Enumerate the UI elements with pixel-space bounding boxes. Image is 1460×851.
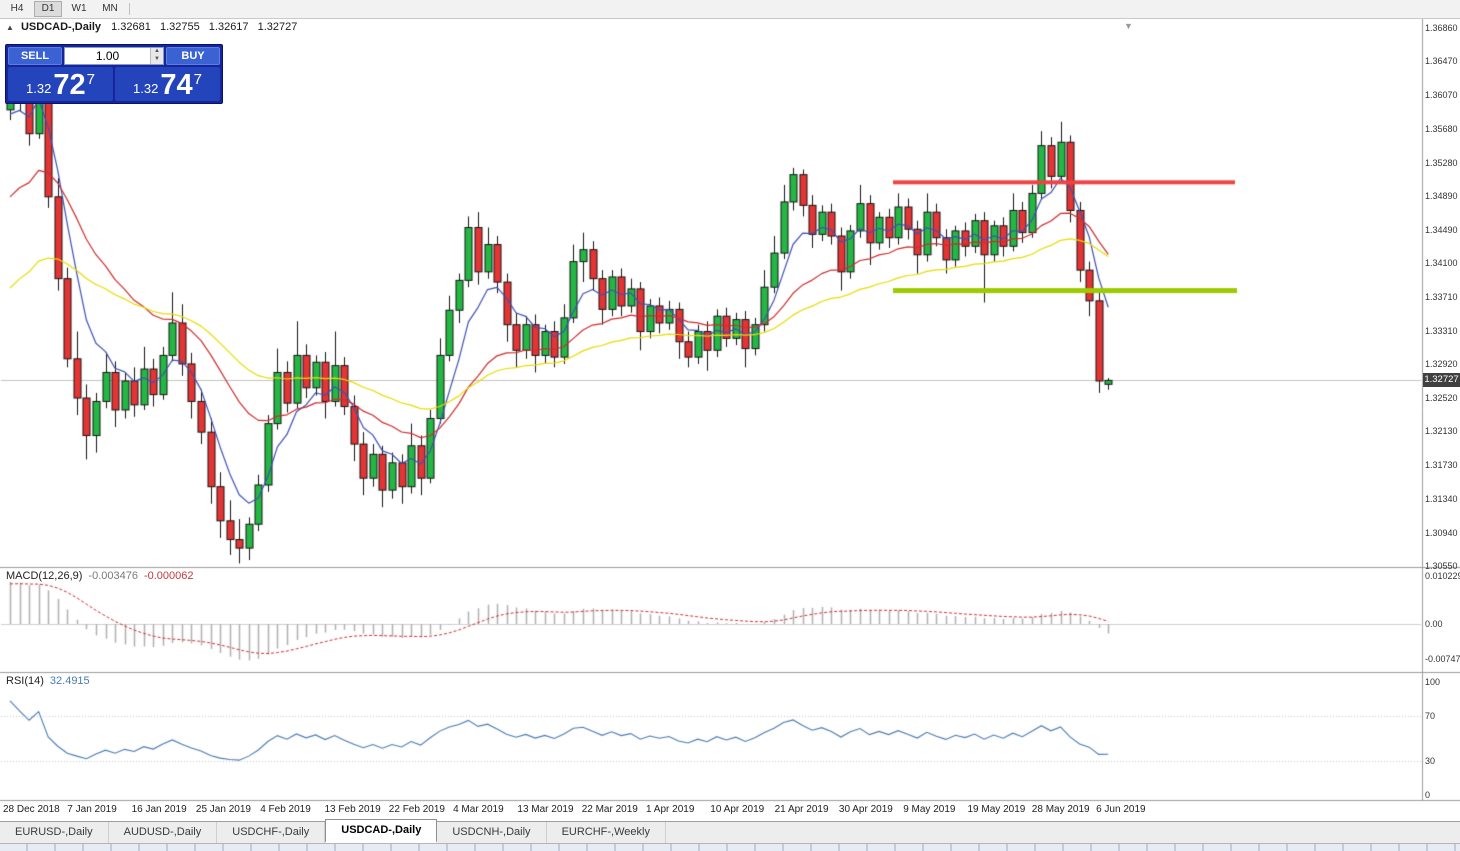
volume-up-icon[interactable]: ▲ — [150, 48, 163, 56]
macd-axis-label: 0.00 — [1425, 619, 1443, 629]
price-axis-label: 1.30550 — [1425, 561, 1458, 571]
price-axis-label: 1.31340 — [1425, 493, 1458, 504]
period-button-h4[interactable]: H4 — [10, 3, 24, 14]
chart-tab[interactable]: EURUSD-,Daily — [0, 822, 109, 843]
buy-price-prefix: 1.32 — [133, 81, 159, 96]
chart-title: ▲ USDCAD-,Daily 1.32681 1.32755 1.32617 … — [6, 21, 303, 33]
date-label: 30 Apr 2019 — [838, 804, 893, 815]
chart-tab-bar: EURUSD-,Daily AUDUSD-,Daily USDCHF-,Daily U… — [0, 819, 1460, 843]
price-axis-label: 1.34890 — [1425, 190, 1458, 201]
date-label: 22 Feb 2019 — [388, 804, 445, 815]
volume-down-icon[interactable]: ▼ — [150, 56, 163, 64]
date-label: 22 Mar 2019 — [581, 804, 638, 815]
date-label: 4 Mar 2019 — [453, 804, 504, 815]
sell-price-prefix: 1.32 — [26, 81, 52, 96]
chart-tab[interactable]: EURCHF-,Weekly — [547, 822, 666, 843]
buy-price-big: 74 — [160, 69, 193, 101]
date-label: 16 Jan 2019 — [131, 804, 187, 815]
period-button-d1[interactable]: D1 — [34, 1, 62, 17]
date-label: 28 Dec 2018 — [3, 804, 60, 815]
date-label: 19 May 2019 — [967, 804, 1026, 815]
sell-price-tile[interactable]: 1.32 72 7 — [8, 67, 113, 101]
chart-shift-marker-icon: ▼ — [1124, 21, 1133, 31]
period-button-mn[interactable]: MN — [102, 3, 118, 14]
price-axis-label: 1.33310 — [1425, 325, 1458, 336]
price-axis-label: 1.36070 — [1425, 90, 1458, 101]
rsi-axis-label: 0 — [1425, 790, 1431, 800]
chart-tab[interactable]: USDCAD-,Daily — [325, 819, 438, 843]
price-axis-label: 1.35280 — [1425, 157, 1458, 168]
rsi-label: RSI(14) 32.4915 — [6, 675, 90, 687]
macd-title: MACD(12,26,9) — [6, 570, 83, 582]
chart-title-symbol: USDCAD-,Daily — [20, 21, 102, 33]
price-axis-label: 1.34100 — [1425, 258, 1458, 269]
taskbar-strip — [0, 843, 1460, 851]
one-click-trading-panel: SELL 1.00 ▲ ▼ BUY 1.32 72 7 1.32 74 7 — [5, 44, 223, 104]
volume-spinner[interactable]: ▲ ▼ — [150, 48, 163, 64]
price-axis-label: 1.34490 — [1425, 225, 1458, 236]
date-label: 10 Apr 2019 — [710, 804, 765, 815]
period-toolbar: H4 D1 W1 MN — [0, 0, 1460, 19]
date-label: 9 May 2019 — [903, 804, 956, 815]
buy-price-sup: 7 — [193, 71, 202, 88]
volume-value[interactable]: 1.00 — [95, 49, 120, 63]
macd-label: MACD(12,26,9) -0.003476 -0.000062 — [6, 570, 194, 582]
sell-price-sup: 7 — [86, 71, 95, 88]
macd-axis-label: -0.00747 — [1425, 654, 1460, 665]
price-axis-label: 1.33710 — [1425, 291, 1458, 302]
rsi-axis-label: 100 — [1425, 677, 1441, 687]
date-label: 7 Jan 2019 — [67, 804, 117, 815]
price-axis-label: 1.32920 — [1425, 358, 1458, 369]
current-price-badge: 1.32727 — [1423, 373, 1460, 387]
date-label: 25 Jan 2019 — [195, 804, 251, 815]
rsi-title: RSI(14) — [6, 675, 44, 687]
chart-tab[interactable]: USDCHF-,Daily — [217, 822, 326, 843]
ohlc-close: 1.32727 — [257, 21, 298, 33]
macd-axis-label: 0.010229 — [1425, 570, 1460, 581]
price-axis-label: 1.30940 — [1425, 527, 1458, 538]
one-click-collapse-icon[interactable]: ▲ — [6, 23, 14, 32]
toolbar-separator — [129, 3, 130, 15]
chart-tab[interactable]: AUDUSD-,Daily — [109, 822, 218, 843]
macd-signal-value: -0.000062 — [143, 570, 194, 582]
date-label: 21 Apr 2019 — [774, 804, 829, 815]
price-axis-label: 1.36470 — [1425, 56, 1458, 67]
date-label: 13 Feb 2019 — [324, 804, 381, 815]
chart-tab[interactable]: USDCNH-,Daily — [437, 822, 547, 843]
date-axis[interactable]: 28 Dec 2018 7 Jan 2019 16 Jan 2019 25 Jan 2… — [0, 802, 1422, 819]
ohlc-low: 1.32617 — [208, 21, 249, 33]
price-axis-label: 1.32130 — [1425, 426, 1458, 437]
price-axis-label: 1.36860 — [1425, 23, 1458, 33]
volume-input[interactable]: 1.00 ▲ ▼ — [64, 47, 164, 65]
rsi-axis-label: 30 — [1425, 756, 1436, 767]
macd-main-value: -0.003476 — [88, 570, 138, 582]
rsi-axis-label: 70 — [1425, 710, 1436, 721]
date-label: 28 May 2019 — [1031, 804, 1090, 815]
date-label: 1 Apr 2019 — [646, 804, 695, 815]
date-label: 4 Feb 2019 — [260, 804, 311, 815]
price-scale[interactable]: 1.36860 1.36470 1.36070 1.35680 1.35280 1.348… — [1423, 0, 1460, 851]
ohlc-high: 1.32755 — [159, 21, 200, 33]
buy-button[interactable]: BUY — [166, 47, 220, 65]
buy-price-tile[interactable]: 1.32 74 7 — [115, 67, 220, 101]
date-label: 6 Jun 2019 — [1096, 804, 1146, 815]
sell-button[interactable]: SELL — [8, 47, 62, 65]
price-axis-label: 1.32520 — [1425, 393, 1458, 404]
rsi-value: 32.4915 — [49, 675, 90, 687]
price-axis-label: 1.31730 — [1425, 460, 1458, 471]
price-axis-label: 1.35680 — [1425, 123, 1458, 134]
sell-price-big: 72 — [53, 69, 86, 101]
ohlc-open: 1.32681 — [111, 21, 151, 33]
period-button-w1[interactable]: W1 — [71, 3, 87, 14]
date-label: 13 Mar 2019 — [517, 804, 574, 815]
